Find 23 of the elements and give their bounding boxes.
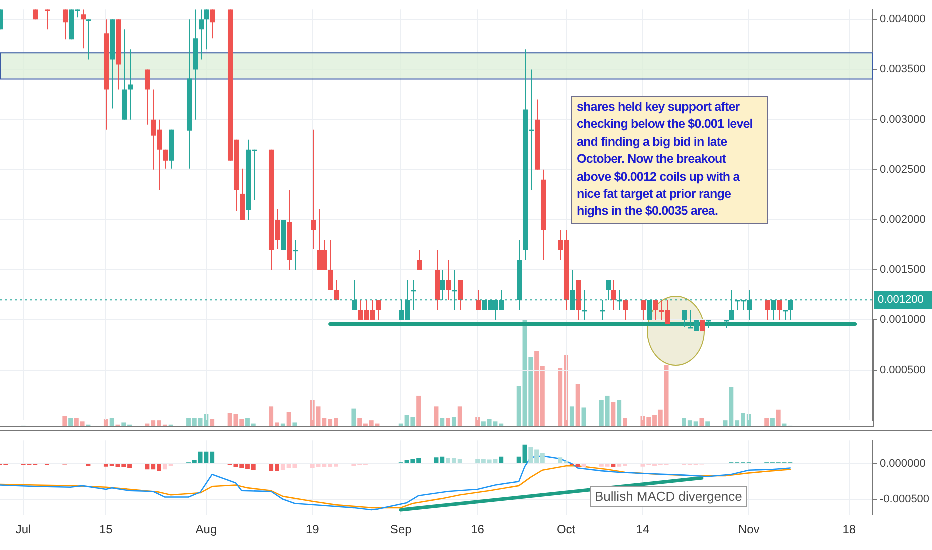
x-tick-label: Sep xyxy=(390,522,412,537)
x-tick-label: 15 xyxy=(99,522,114,537)
annotation: shares held key support after checking below the $0.001 level and finding a big bid in late October. Now the breakout above $0.0012 coils up with a nice fat target at prior range highs in the $0.0035 area. xyxy=(571,96,768,224)
ref-line-label: 0.001200 xyxy=(878,294,924,306)
y-tick-label: -0.000500 xyxy=(880,493,930,506)
y-tick-label: 0.003000 xyxy=(880,114,926,126)
x-tick-label: Aug xyxy=(196,522,218,537)
x-tick-label: 19 xyxy=(306,522,320,537)
y-tick-label: 0.002000 xyxy=(880,214,926,226)
y-tick-label: 0.001000 xyxy=(880,314,926,326)
x-tick-label: Nov xyxy=(738,522,760,537)
x-tick-label: 14 xyxy=(636,522,650,537)
y-tick-label: 0.004000 xyxy=(880,14,926,26)
y-tick-label: 0.003500 xyxy=(880,64,926,76)
y-tick-label: 0.002500 xyxy=(880,164,926,176)
y-tick-label: 0.000500 xyxy=(880,364,926,376)
annotation: Bullish MACD divergence xyxy=(590,486,748,507)
y-tick-label: 0.000000 xyxy=(880,458,926,470)
y-tick-label: 0.001500 xyxy=(880,264,926,276)
x-tick-label: Jul xyxy=(16,522,32,537)
x-tick-label: 16 xyxy=(471,522,485,537)
x-tick-label: Oct xyxy=(556,522,576,537)
x-tick-label: 18 xyxy=(842,522,856,537)
